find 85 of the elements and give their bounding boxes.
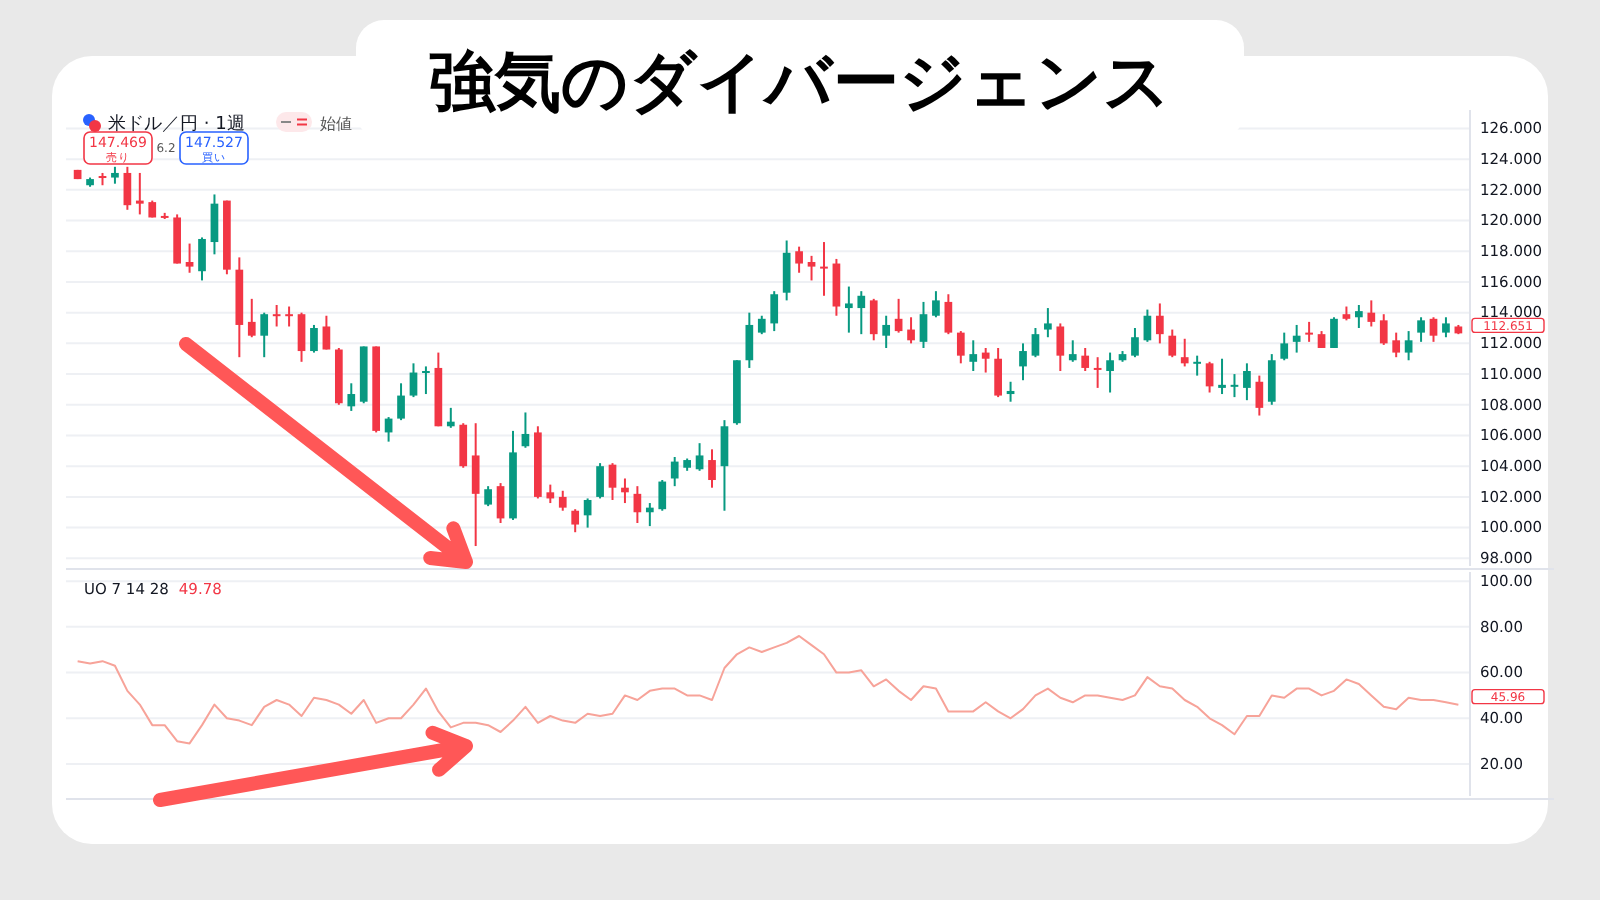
chart-subtitle: 米ドル／円 · 1週 [108, 113, 245, 135]
candlestick [558, 489, 567, 512]
candlestick [1044, 307, 1052, 339]
candlestick [1379, 313, 1388, 346]
candlestick [484, 485, 492, 508]
candlestick [471, 422, 480, 548]
candlestick [1068, 339, 1077, 363]
annotation: 始値 [320, 115, 352, 133]
candlestick [695, 442, 704, 472]
candlestick [496, 482, 505, 525]
candlestick [1031, 327, 1040, 359]
candlestick [1243, 362, 1251, 402]
candlestick [981, 346, 990, 374]
candlestick [459, 422, 468, 469]
candlestick [347, 382, 356, 412]
candlestick [210, 193, 219, 256]
candlestick [1330, 316, 1338, 349]
candlestick [882, 314, 891, 349]
candlestick [546, 483, 555, 505]
candlestick [944, 293, 953, 336]
candlestick [745, 311, 754, 369]
candlestick [198, 236, 206, 282]
candlestick [1131, 327, 1139, 359]
candlestick [1193, 354, 1202, 377]
candlestick [260, 311, 269, 359]
candlestick [795, 245, 803, 274]
candlestick [1305, 320, 1313, 343]
candlestick [932, 290, 940, 319]
candlestick [1267, 353, 1276, 406]
candlestick [397, 382, 405, 422]
candlestick [596, 462, 604, 500]
candlestick [608, 462, 617, 501]
candlestick [1367, 299, 1376, 328]
candlestick [1205, 360, 1214, 394]
candlestick [409, 362, 418, 399]
candlestick [658, 479, 667, 512]
candlestick [571, 508, 580, 534]
candlestick [720, 419, 729, 512]
candlestick [1255, 374, 1264, 417]
candlestick [422, 365, 430, 396]
candlestick [832, 257, 841, 317]
candlestick [969, 339, 978, 373]
line-series [76, 635, 1460, 745]
candlestick [1180, 337, 1189, 368]
candlestick [1417, 316, 1425, 343]
candlestick [322, 314, 331, 351]
candlestick [1168, 328, 1177, 359]
candlestick [1230, 373, 1239, 399]
candlestick [1056, 322, 1065, 373]
candlestick [1019, 342, 1027, 382]
candlestick [1404, 330, 1413, 362]
chart-title: 強気のダイバージェンス [429, 42, 1171, 120]
candlestick [173, 213, 181, 265]
candlestick [670, 455, 679, 488]
candlestick [782, 239, 791, 302]
candlestick [1218, 357, 1226, 396]
candlestick [807, 254, 816, 282]
candlestick [994, 346, 1002, 399]
candlestick [1093, 356, 1102, 389]
candlestick [708, 448, 716, 489]
candlestick [770, 290, 779, 333]
candlestick [135, 171, 144, 216]
candlestick [869, 297, 878, 342]
candlestick [820, 241, 828, 297]
candlestick [310, 323, 318, 354]
candlestick [1355, 303, 1363, 330]
candlestick [297, 311, 306, 363]
candlestick [907, 316, 915, 345]
candlestick [247, 297, 256, 339]
candlestick [272, 303, 281, 328]
candlestick [1106, 351, 1114, 394]
candlestick [845, 285, 853, 334]
candlestick [956, 330, 965, 365]
candlestick [857, 290, 866, 336]
candlestick [1280, 331, 1289, 362]
candlestick [185, 242, 194, 274]
candlestick [1442, 316, 1450, 339]
candlestick [757, 314, 766, 336]
candlestick [1292, 323, 1301, 354]
candlestick [1155, 302, 1164, 345]
candlestick [285, 305, 293, 328]
candlestick [1429, 316, 1438, 343]
candlestick [919, 300, 928, 349]
candlestick [1081, 346, 1090, 373]
candlestick [1392, 331, 1401, 359]
